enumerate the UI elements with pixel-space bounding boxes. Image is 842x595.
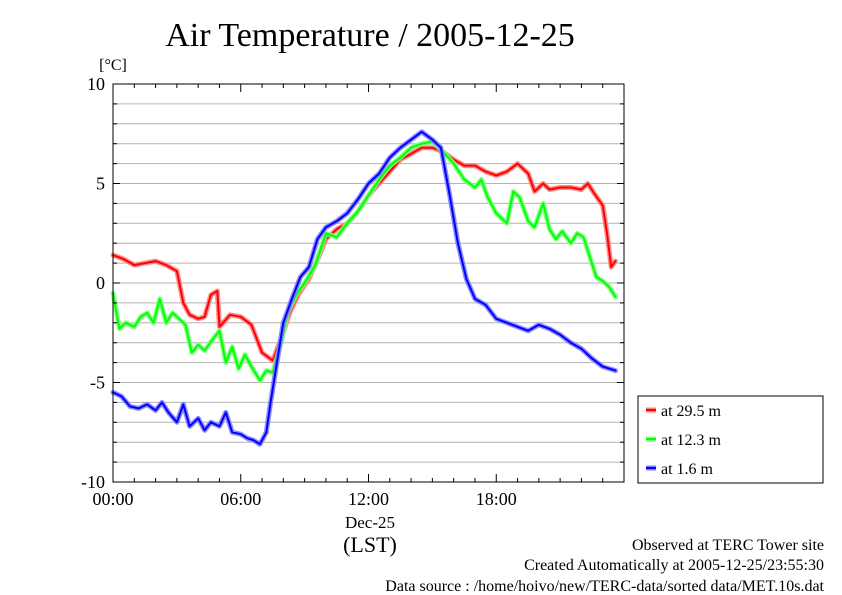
legend: at 29.5 m at 12.3 m at 1.6 m [637, 395, 824, 484]
footer-created: Created Automatically at 2005-12-25/23:5… [524, 557, 824, 574]
series-line-1 [112, 140, 617, 382]
y-axis: 10 5 0 -5 -10 [81, 74, 624, 492]
footer-source: Data source : /home/hoivo/new/TERC-data/… [385, 578, 824, 595]
grid [113, 103, 624, 463]
x-tick-label: 00:00 [92, 489, 133, 509]
chart-title: Air Temperature / 2005-12-25 [165, 17, 575, 54]
legend-label-0: at 29.5 m [661, 403, 722, 420]
footer-observed: Observed at TERC Tower site [632, 537, 824, 554]
series-layer [110, 129, 618, 447]
x-date-label: Dec-25 [345, 513, 395, 532]
y-tick-label: 5 [96, 174, 105, 194]
legend-label-2: at 1.6 m [661, 461, 714, 478]
legend-box [637, 395, 824, 484]
x-axis-label: (LST) [343, 532, 397, 557]
series-halo-1 [110, 139, 618, 383]
y-tick-label: 0 [96, 273, 105, 293]
y-tick-label: -10 [81, 472, 105, 492]
series-halo-2 [110, 129, 618, 447]
y-tick-label: -5 [90, 373, 105, 393]
x-axis: 00:00 06:00 12:00 18:00 [92, 84, 604, 509]
y-axis-label: [°C] [99, 57, 127, 74]
x-tick-label: 12:00 [348, 489, 389, 509]
x-tick-label: 06:00 [220, 489, 261, 509]
y-tick-label: 10 [87, 74, 105, 94]
legend-label-1: at 12.3 m [661, 432, 722, 449]
x-tick-label: 18:00 [476, 489, 517, 509]
series-line-2 [112, 130, 617, 446]
